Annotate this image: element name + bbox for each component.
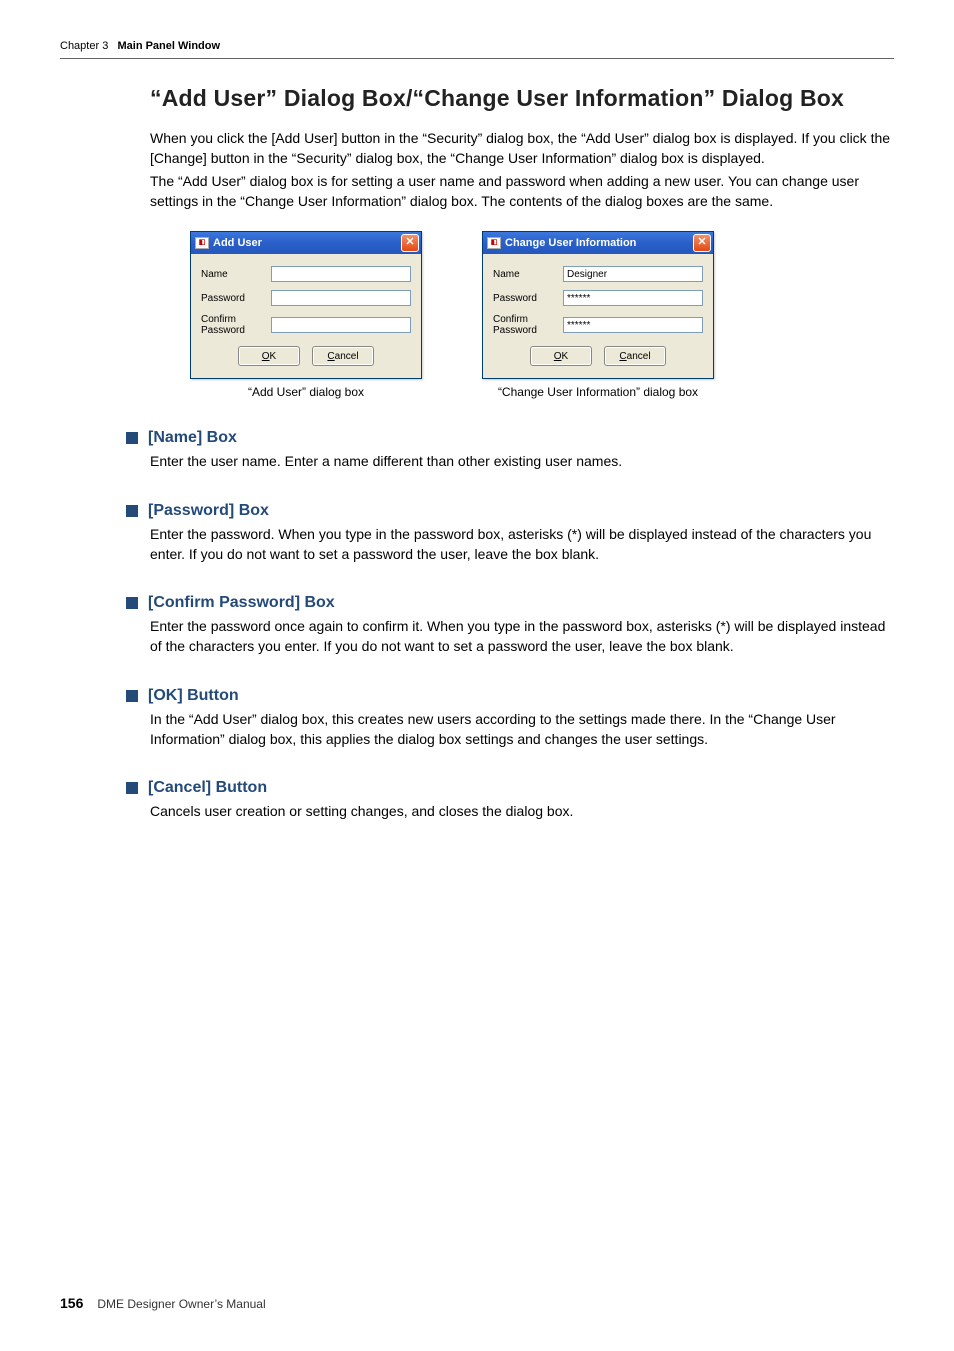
add-user-title: Add User <box>213 237 262 249</box>
page-number: 156 <box>60 1295 83 1311</box>
bullet-icon <box>126 597 138 609</box>
password-label: Password <box>201 293 271 304</box>
chapter-label: Chapter 3 <box>60 40 108 52</box>
section-ok-body: In the “Add User” dialog box, this creat… <box>150 709 894 750</box>
add-user-caption: “Add User” dialog box <box>190 385 422 399</box>
section-cancel-body: Cancels user creation or setting changes… <box>150 801 894 821</box>
section-cancel-head: [Cancel] Button <box>148 779 267 797</box>
section-ok-head: [OK] Button <box>148 687 239 705</box>
confirm-password-label: Confirm Password <box>493 314 563 336</box>
add-user-dialog: ◧ Add User ✕ Name Password Confi <box>190 231 422 379</box>
section-name-body: Enter the user name. Enter a name differ… <box>150 451 894 471</box>
ok-button[interactable]: OK <box>238 346 300 366</box>
confirm-password-input[interactable] <box>563 317 703 333</box>
close-icon[interactable]: ✕ <box>693 234 711 252</box>
bullet-icon <box>126 782 138 794</box>
intro-para-1: When you click the [Add User] button in … <box>150 128 894 169</box>
name-input[interactable] <box>563 266 703 282</box>
section-confirm-head: [Confirm Password] Box <box>148 594 335 612</box>
password-input[interactable] <box>563 290 703 306</box>
page-title: “Add User” Dialog Box/“Change User Infor… <box>150 83 894 114</box>
ok-button[interactable]: OK <box>530 346 592 366</box>
footer-doc-title: DME Designer Owner’s Manual <box>97 1297 265 1311</box>
confirm-password-label: Confirm Password <box>201 314 271 336</box>
section-confirm-body: Enter the password once again to confirm… <box>150 616 894 657</box>
intro-para-2: The “Add User” dialog box is for setting… <box>150 171 894 212</box>
change-user-caption: “Change User Information” dialog box <box>482 385 714 399</box>
name-input[interactable] <box>271 266 411 282</box>
app-icon: ◧ <box>195 237 209 249</box>
app-icon: ◧ <box>487 237 501 249</box>
page-footer: 156 DME Designer Owner’s Manual <box>60 1295 266 1311</box>
name-label: Name <box>493 269 563 280</box>
add-user-titlebar[interactable]: ◧ Add User ✕ <box>191 232 421 254</box>
section-password-head: [Password] Box <box>148 502 269 520</box>
change-user-title: Change User Information <box>505 237 636 249</box>
cancel-button[interactable]: Cancel <box>312 346 374 366</box>
change-user-titlebar[interactable]: ◧ Change User Information ✕ <box>483 232 713 254</box>
name-label: Name <box>201 269 271 280</box>
breadcrumb: Chapter 3 Main Panel Window <box>60 40 894 52</box>
change-user-dialog: ◧ Change User Information ✕ Name Passwor… <box>482 231 714 379</box>
password-label: Password <box>493 293 563 304</box>
section-password-body: Enter the password. When you type in the… <box>150 524 894 565</box>
cancel-button[interactable]: Cancel <box>604 346 666 366</box>
section-name-head: [Name] Box <box>148 429 237 447</box>
bullet-icon <box>126 505 138 517</box>
close-icon[interactable]: ✕ <box>401 234 419 252</box>
confirm-password-input[interactable] <box>271 317 411 333</box>
bullet-icon <box>126 690 138 702</box>
header-rule <box>60 58 894 59</box>
bullet-icon <box>126 432 138 444</box>
chapter-title: Main Panel Window <box>117 40 220 52</box>
password-input[interactable] <box>271 290 411 306</box>
